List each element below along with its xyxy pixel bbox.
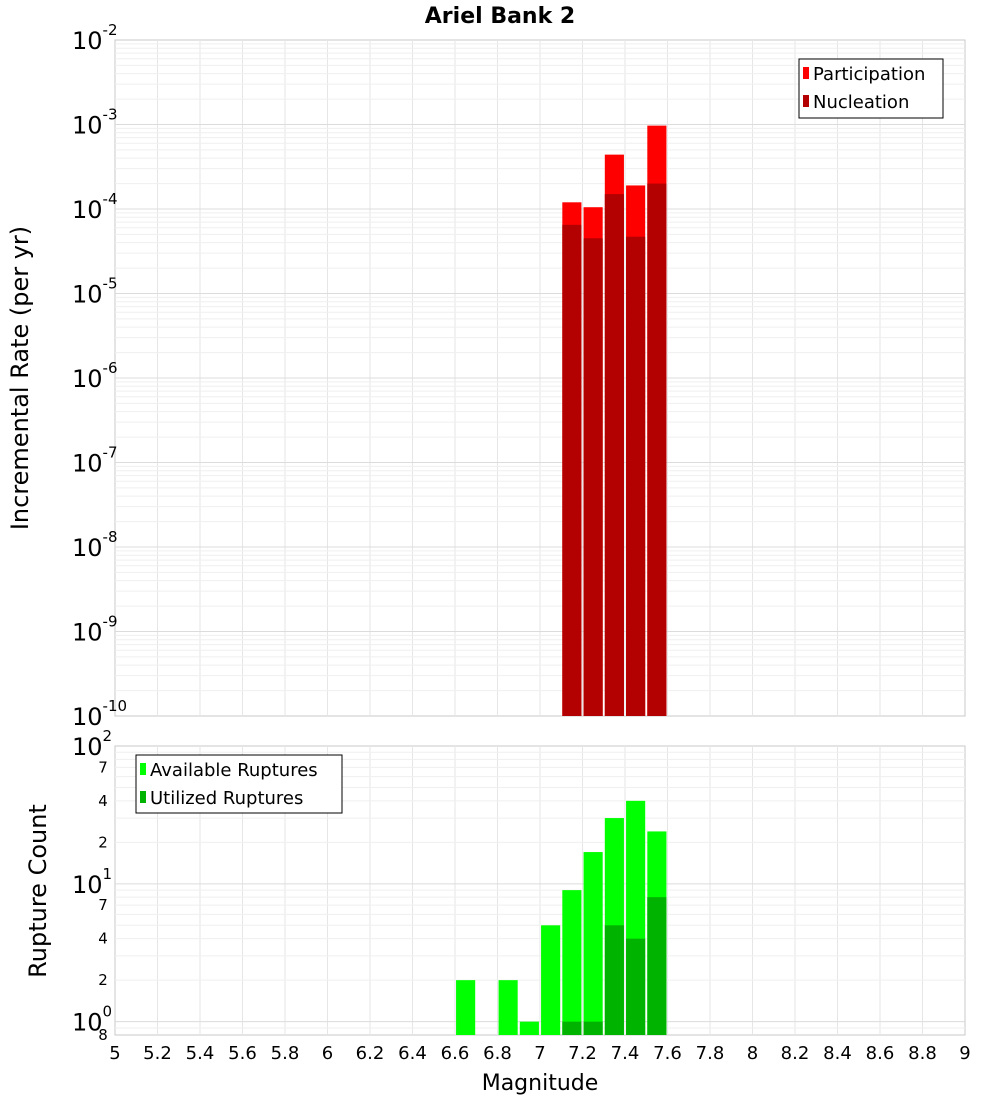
legend-swatch-participation [803, 67, 809, 79]
legend-label-utilized: Utilized Ruptures [150, 788, 303, 809]
bottom-bar-utilized-ruptures [583, 1021, 603, 1035]
x-tick-label: 5.6 [228, 1043, 257, 1064]
x-tick-label: 7.4 [611, 1043, 640, 1064]
top-y-axis-label: Incremental Rate (per yr) [6, 226, 34, 530]
x-tick-label: 7.8 [696, 1043, 725, 1064]
bottom-bar-available-ruptures [541, 925, 561, 1035]
legend-label-available: Available Ruptures [150, 760, 318, 781]
top-bar-nucleation [562, 224, 582, 716]
top-y-tick-label: 10-8 [72, 528, 118, 562]
bottom-bar-available-ruptures [456, 980, 476, 1035]
x-tick-label: 9 [959, 1043, 970, 1064]
x-tick-label: 5.2 [143, 1043, 172, 1064]
x-tick-label: 6.6 [441, 1043, 470, 1064]
bottom-y-tick-label: 102 [72, 727, 112, 761]
x-tick-label: 7 [534, 1043, 545, 1064]
x-tick-label: 6 [322, 1043, 333, 1064]
top-y-tick-label: 10-2 [72, 21, 118, 55]
legend-swatch-utilized [140, 791, 146, 803]
x-tick-label: 8.8 [908, 1043, 937, 1064]
x-tick-label: 5 [109, 1043, 120, 1064]
top-bars [562, 125, 667, 717]
x-tick-label: 6.2 [356, 1043, 385, 1064]
bottom-y-minor-tick-label: 4 [98, 930, 108, 948]
top-y-tick-label: 10-6 [72, 359, 118, 393]
x-tick-label: 8 [747, 1043, 758, 1064]
top-y-tick-label: 10-3 [72, 106, 118, 140]
bottom-bar-available-ruptures [562, 890, 582, 1035]
top-y-tick-labels: 10-2 10-3 10-4 10-5 10-6 10-7 10-8 10-9 10-10 [72, 21, 127, 731]
bottom-y-tick-label: 101 [72, 865, 112, 899]
top-y-tick-label: 10-7 [72, 444, 118, 478]
bottom-bar-utilized-ruptures [626, 938, 646, 1035]
top-bar-nucleation [626, 236, 646, 716]
x-tick-label: 8.4 [823, 1043, 852, 1064]
top-y-tick-label: 10-4 [72, 190, 118, 224]
x-tick-labels: 5 5.2 5.4 5.6 5.8 6 6.2 6.4 6.6 6.8 7 7.2 7.4 7.6 7.8 8… [109, 1043, 970, 1064]
bottom-bar-available-ruptures [498, 980, 518, 1035]
x-tick-label: 8.2 [781, 1043, 810, 1064]
bottom-bar-utilized-ruptures [647, 897, 667, 1035]
bottom-y-minor-tick-label: 4 [98, 792, 108, 810]
top-bar-nucleation [647, 183, 667, 716]
bottom-panel: 102 101 100 7 4 2 7 4 2 8 5 5.2 5.4 5.6 5.8 6 6.2 6.4 6.6… [24, 727, 971, 1096]
bottom-y-tick-labels: 102 101 100 7 4 2 7 4 2 8 [72, 727, 112, 1044]
bottom-bar-utilized-ruptures [562, 1021, 582, 1035]
chart-title: Ariel Bank 2 [425, 4, 575, 29]
bottom-y-minor-tick-label: 8 [98, 1026, 108, 1044]
x-tick-label: 7.6 [653, 1043, 682, 1064]
top-y-tick-label: 10-5 [72, 275, 118, 309]
bottom-bars [456, 800, 667, 1035]
top-legend-box [798, 58, 944, 119]
bottom-y-minor-tick-label: 7 [98, 758, 108, 776]
x-tick-label: 5.4 [186, 1043, 215, 1064]
x-tick-label: 6.8 [483, 1043, 512, 1064]
bottom-y-minor-tick-label: 2 [98, 971, 108, 989]
bottom-y-minor-tick-label: 7 [98, 896, 108, 914]
bottom-bar-available-ruptures [583, 852, 603, 1035]
x-tick-label: 8.6 [866, 1043, 895, 1064]
top-legend: Participation Nucleation [798, 58, 944, 119]
bottom-legend-box [135, 754, 343, 814]
legend-label-nucleation: Nucleation [813, 92, 909, 113]
bottom-y-minor-tick-label: 2 [98, 833, 108, 851]
bottom-bar-available-ruptures [519, 1021, 539, 1035]
legend-label-participation: Participation [813, 64, 925, 85]
top-bar-nucleation [583, 238, 603, 717]
legend-swatch-nucleation [803, 95, 809, 107]
top-y-tick-label: 10-10 [72, 697, 127, 731]
top-gridlines [115, 40, 965, 716]
bottom-y-axis-label: Rupture Count [24, 804, 52, 978]
bottom-y-tick-label: 100 [72, 1003, 112, 1037]
x-axis-label: Magnitude [482, 1071, 599, 1096]
bottom-legend: Available Ruptures Utilized Ruptures [135, 754, 343, 814]
x-tick-label: 6.4 [398, 1043, 427, 1064]
x-tick-label: 5.8 [271, 1043, 300, 1064]
top-y-tick-label: 10-9 [72, 613, 118, 647]
top-bar-nucleation [604, 194, 624, 716]
legend-swatch-available [140, 763, 146, 775]
x-tick-label: 7.2 [568, 1043, 597, 1064]
top-panel: 10-2 10-3 10-4 10-5 10-6 10-7 10-8 10-9 10-10 In… [6, 21, 966, 731]
bottom-bar-utilized-ruptures [604, 925, 624, 1035]
